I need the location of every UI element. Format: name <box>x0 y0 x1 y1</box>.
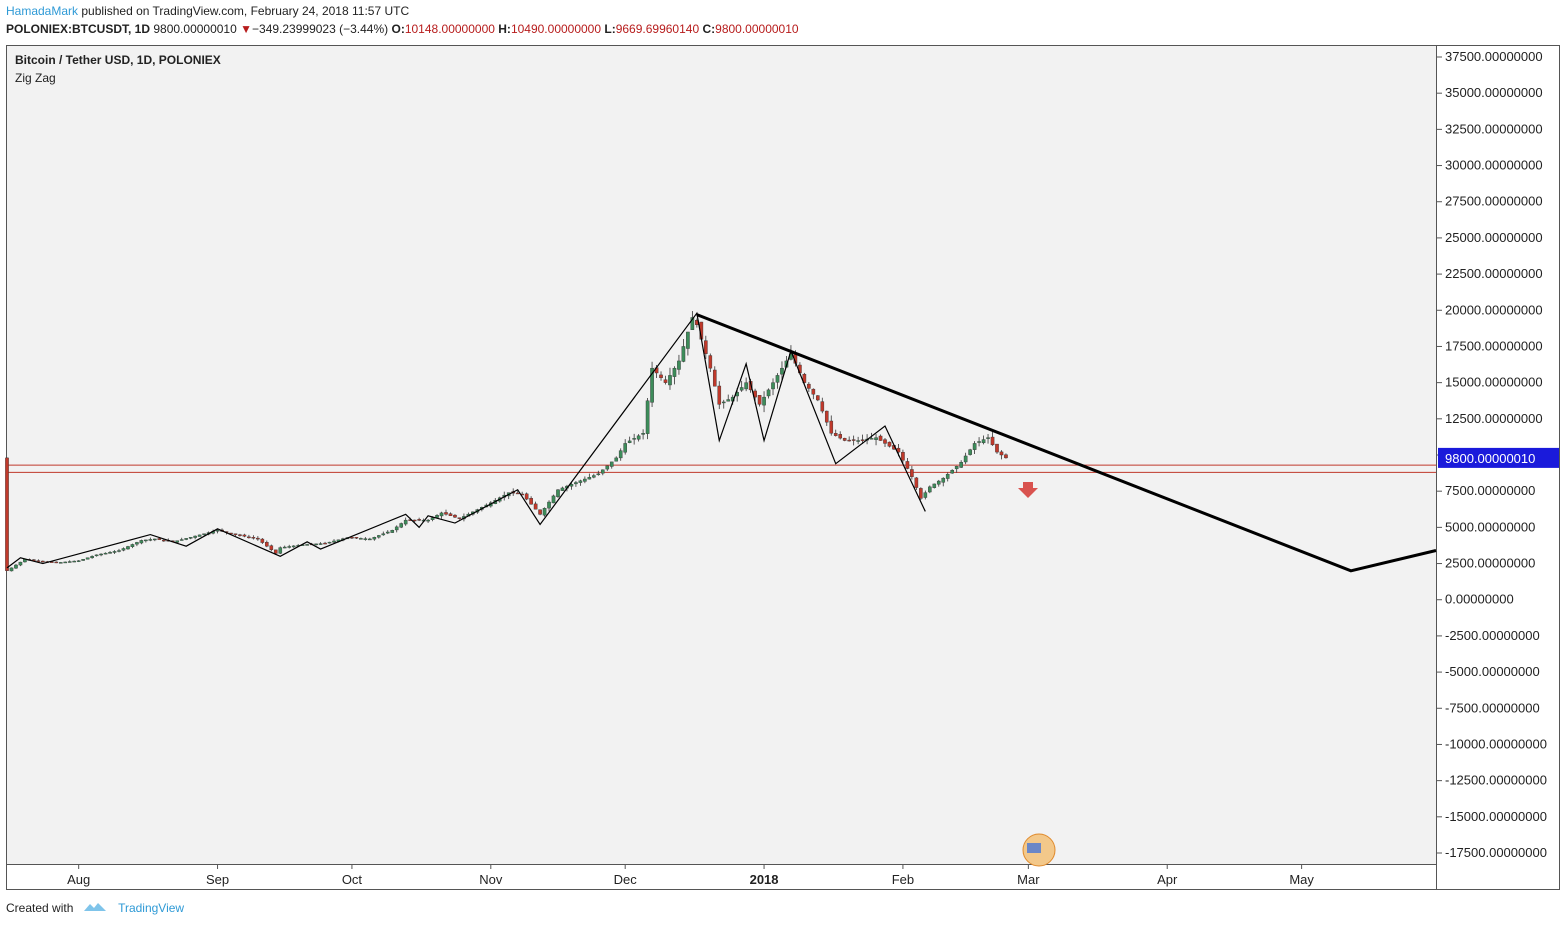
price-change: −349.23999023 (−3.44%) <box>252 22 389 36</box>
time-axis[interactable] <box>6 865 1437 890</box>
last-price: 9800.00000010 <box>153 22 237 36</box>
low-label: L: <box>604 22 616 36</box>
symbol-info-bar: POLONIEX:BTCUSDT, 1D 9800.00000010 ▼−349… <box>6 22 799 36</box>
tradingview-logo-icon <box>83 901 107 916</box>
high-value: 10490.00000000 <box>510 22 602 36</box>
close-label: C: <box>702 22 716 36</box>
author-link[interactable]: HamadaMark <box>6 4 79 18</box>
high-label: H: <box>498 22 511 36</box>
footer: Created with TradingView <box>6 901 184 916</box>
tradingview-link[interactable]: TradingView <box>118 901 185 915</box>
created-with-text: Created with <box>6 901 74 915</box>
symbol-label: POLONIEX:BTCUSDT, 1D <box>6 22 151 36</box>
close-value: 9800.00000010 <box>715 22 799 36</box>
down-triangle-icon: ▼ <box>240 22 253 36</box>
chart-legend-title: Bitcoin / Tether USD, 1D, POLONIEX <box>15 53 221 67</box>
chart-pane[interactable] <box>6 45 1437 865</box>
price-axis[interactable] <box>1437 45 1560 890</box>
publish-info: HamadaMark published on TradingView.com,… <box>6 4 409 18</box>
published-text: published on TradingView.com, February 2… <box>81 4 410 18</box>
indicator-legend: Zig Zag <box>15 71 56 85</box>
open-value: 10148.00000000 <box>404 22 495 36</box>
low-value: 9669.69960140 <box>615 22 700 36</box>
open-label: O: <box>391 22 405 36</box>
